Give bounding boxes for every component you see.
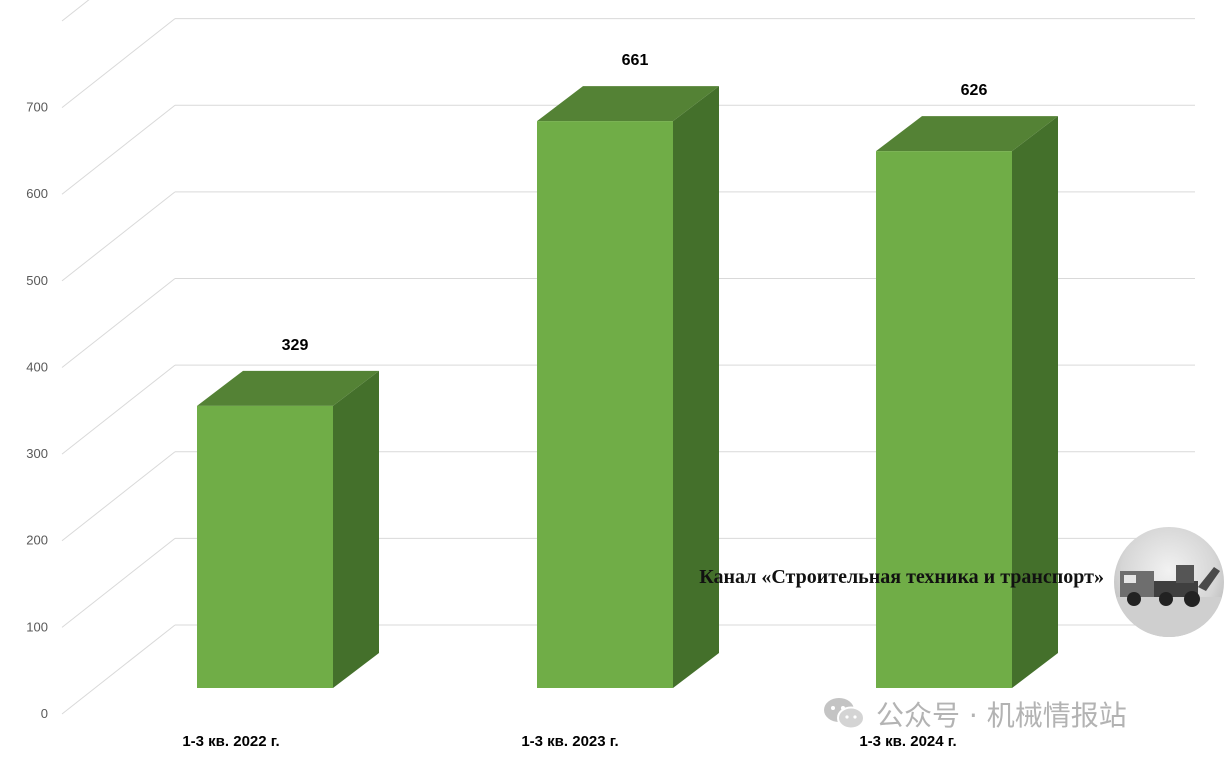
wechat-footer: 公众号 · 机械情报站 [822, 696, 1202, 732]
data-label: 329 [282, 337, 309, 354]
gridline-diagonal [61, 0, 90, 22]
bar-side [1012, 116, 1058, 688]
bar-3 [876, 116, 1058, 688]
y-tick-label: 200 [26, 533, 48, 548]
data-label: 626 [961, 82, 988, 99]
y-tick-label: 600 [26, 186, 48, 201]
y-tick-label: 0 [41, 706, 48, 721]
gridline-diagonal [61, 451, 176, 542]
y-tick-label: 100 [26, 619, 48, 634]
x-tick-label: 1-3 кв. 2022 г. [182, 733, 279, 750]
bar-side [673, 86, 719, 689]
y-tick-label: 700 [26, 100, 48, 115]
gridline-diagonal [61, 624, 176, 715]
wechat-footer-text: 公众号 · 机械情报站 [876, 699, 1127, 732]
x-tick-label: 1-3 кв. 2024 г. [859, 733, 956, 750]
gridline-diagonal [61, 364, 176, 455]
bar-front [876, 151, 1012, 688]
gridline-diagonal [61, 104, 176, 195]
gridline-diagonal [61, 18, 176, 108]
y-axis-ticks: 0 100 200 300 400 500 600 700 [26, 100, 48, 721]
bar-top [876, 116, 1058, 152]
bars [197, 86, 1058, 689]
bar-front [537, 121, 673, 689]
gridline-diagonal [61, 191, 176, 282]
bar-front [197, 405, 333, 688]
data-label: 661 [622, 52, 649, 69]
wechat-icon [824, 698, 865, 730]
bar-1 [197, 370, 379, 688]
bar-top [197, 370, 379, 406]
labels: 329 1-3 кв. 2022 г. 661 1-3 кв. 2023 г. 626 1… [182, 52, 987, 750]
bar-side [333, 370, 379, 688]
bar-2 [537, 86, 719, 689]
x-tick-label: 1-3 кв. 2023 г. [521, 733, 618, 750]
channel-caption: Канал «Строительная техника и транспорт» [699, 566, 1104, 588]
construction-vehicle-photo-icon [1114, 527, 1224, 637]
gridline-diagonal [61, 537, 176, 628]
y-tick-label: 500 [26, 273, 48, 288]
gridline-diagonal [61, 278, 176, 368]
bar-top [537, 86, 719, 122]
y-tick-label: 300 [26, 446, 48, 461]
y-tick-label: 400 [26, 359, 48, 374]
